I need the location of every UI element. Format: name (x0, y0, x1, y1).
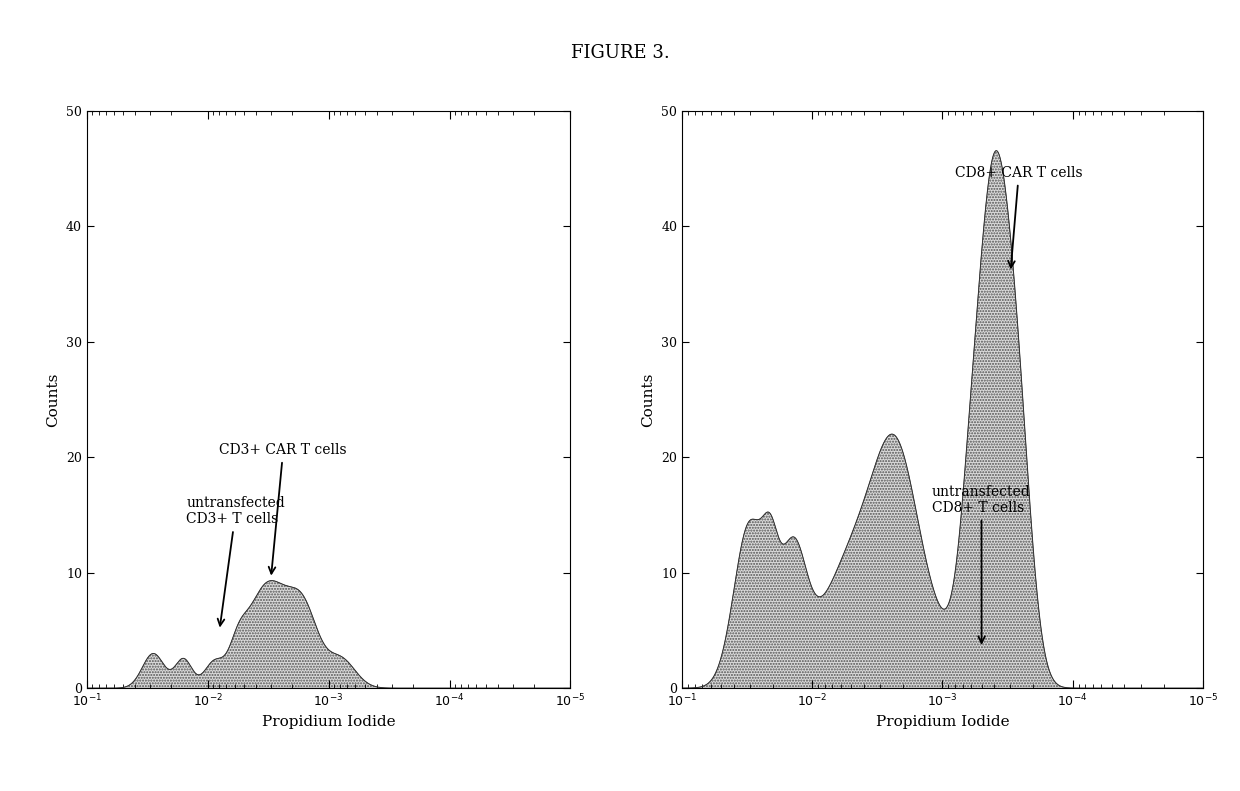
Y-axis label: Counts: Counts (641, 373, 656, 426)
X-axis label: Propidium Iodide: Propidium Iodide (875, 715, 1009, 729)
Text: untransfected
CD8+ T cells: untransfected CD8+ T cells (932, 485, 1030, 643)
Text: CD8+ CAR T cells: CD8+ CAR T cells (955, 166, 1083, 267)
Text: FIGURE 3.: FIGURE 3. (570, 44, 670, 62)
X-axis label: Propidium Iodide: Propidium Iodide (262, 715, 396, 729)
Y-axis label: Counts: Counts (46, 373, 61, 426)
Text: untransfected
CD3+ T cells: untransfected CD3+ T cells (186, 496, 285, 626)
Text: CD3+ CAR T cells: CD3+ CAR T cells (219, 443, 347, 573)
